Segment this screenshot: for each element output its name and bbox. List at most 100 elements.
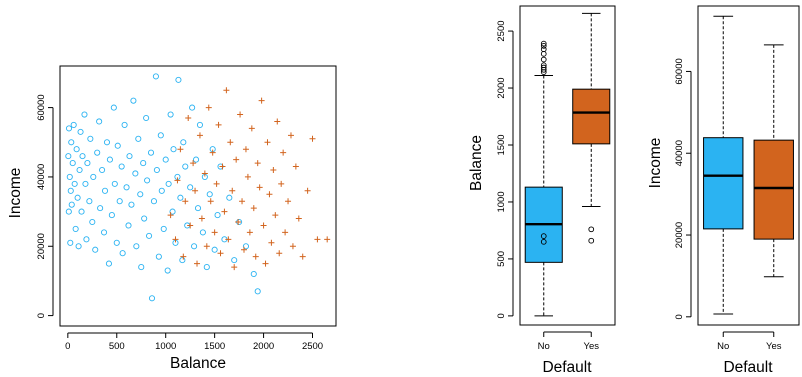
scatter-point-no [138, 264, 145, 271]
income-y-tick-label: 0 [674, 314, 685, 319]
scatter-point-no [92, 246, 99, 253]
scatter-point-no [106, 156, 113, 163]
balance-box-frame [519, 5, 616, 326]
scatter-point-yes [278, 180, 285, 187]
scatter-point-no [254, 288, 261, 295]
balance-yes-box [572, 88, 611, 145]
scatter-point-no [194, 205, 202, 212]
scatter-point-yes [242, 146, 249, 153]
scatter-point-no [157, 132, 164, 139]
balance-no-outlier [540, 62, 547, 69]
scatter-point-yes [309, 135, 316, 142]
scatter-point-no [119, 250, 126, 257]
balance-x-axis: No Yes [538, 331, 600, 352]
scatter-point-no [231, 257, 238, 264]
scatter-point-yes [203, 243, 210, 250]
scatter-point-yes [314, 236, 321, 243]
scatter-point-no [65, 208, 72, 215]
scatter-x-label: Balance [170, 355, 226, 372]
scatter-point-no [94, 149, 101, 156]
scatter-point-no [146, 232, 153, 239]
scatter-point-yes [274, 118, 281, 125]
scatter-point-yes [292, 163, 299, 170]
scatter-point-yes [264, 139, 271, 146]
scatter-point-yes [187, 222, 194, 229]
balance-no-outlier [540, 46, 547, 53]
balance-x-tick-label-yes: Yes [584, 341, 600, 352]
scatter-point-no [187, 184, 194, 191]
scatter-point-no [101, 187, 109, 194]
balance-no-outlier [540, 50, 547, 57]
scatter-point-no [152, 73, 159, 80]
scatter-x-tick-label: 500 [109, 341, 125, 352]
scatter-point-no [199, 229, 206, 236]
scatter-point-yes [258, 97, 265, 104]
balance-no-outlier [540, 64, 547, 71]
scatter-x-axis: 0 500 1000 1500 2000 2500 [65, 332, 323, 352]
scatter-point-yes [246, 229, 253, 236]
scatter-point-yes [304, 187, 311, 194]
scatter-point-yes [180, 253, 187, 260]
scatter-point-yes [190, 160, 197, 167]
scatter-point-no [167, 111, 174, 118]
scatter-point-no [206, 191, 213, 198]
scatter-point-yes [231, 264, 238, 271]
scatter-point-no [68, 139, 75, 146]
balance-y-tick-label: 1000 [496, 191, 507, 212]
scatter-point-no [165, 180, 172, 187]
scatter-point-no [68, 201, 75, 208]
scatter-point-yes [235, 219, 242, 225]
scatter-point-yes [254, 160, 261, 167]
scatter-point-no [153, 166, 160, 174]
scatter-point-no [71, 180, 78, 187]
scatter-point-no [97, 205, 104, 212]
scatter-point-yes [219, 163, 226, 170]
income-y-axis: 0 20000 40000 60000 [674, 58, 692, 319]
balance-box-x-label: Default [542, 359, 592, 376]
scatter-point-yes [260, 222, 267, 229]
scatter-point-no [108, 212, 115, 219]
scatter-point-yes [233, 156, 240, 163]
scatter-point-no [96, 118, 103, 125]
scatter-point-no [130, 97, 137, 104]
scatter-point-no [65, 125, 73, 132]
balance-x-tick-label-no: No [538, 341, 550, 352]
scatter-point-yes [227, 139, 234, 146]
scatter-point-no [100, 229, 108, 236]
scatter-point-no [170, 146, 177, 153]
scatter-point-yes [205, 104, 212, 111]
balance-y-axis: 0 500 1000 1500 2000 2500 [496, 20, 514, 319]
income-yes-box [753, 139, 794, 240]
scatter-point-no [75, 243, 82, 250]
scatter-point-yes [270, 167, 277, 173]
scatter-points [65, 73, 331, 302]
scatter-point-yes [196, 132, 203, 139]
scatter-point-no [103, 139, 111, 146]
scatter-point-no [137, 191, 144, 198]
scatter-point-yes [241, 246, 247, 253]
scatter-point-no [73, 146, 80, 153]
scatter-x-tick-label: 2500 [302, 341, 323, 352]
scatter-point-no [155, 253, 162, 260]
scatter-point-no [214, 212, 221, 219]
scatter-point-no [169, 208, 176, 215]
scatter-point-no [99, 166, 106, 174]
balance-no-outlier [540, 233, 547, 239]
scatter-x-tick-label: 1500 [204, 341, 225, 352]
scatter-point-no [140, 160, 147, 167]
income-box-x-label: Default [723, 359, 773, 376]
scatter-point-yes [223, 87, 230, 94]
scatter-point-yes [324, 236, 331, 243]
scatter-point-no [148, 295, 156, 302]
scatter-point-no [203, 264, 210, 271]
scatter-point-no [147, 149, 155, 156]
scatter-point-yes [272, 212, 279, 219]
scatter-point-yes [266, 191, 273, 198]
scatter-x-tick-label: 2000 [253, 341, 274, 352]
scatter-point-no [89, 218, 96, 226]
scatter-point-yes [248, 125, 255, 132]
scatter-point-no [177, 194, 184, 201]
balance-y-tick-label: 0 [496, 313, 507, 318]
scatter-point-yes [285, 198, 292, 205]
